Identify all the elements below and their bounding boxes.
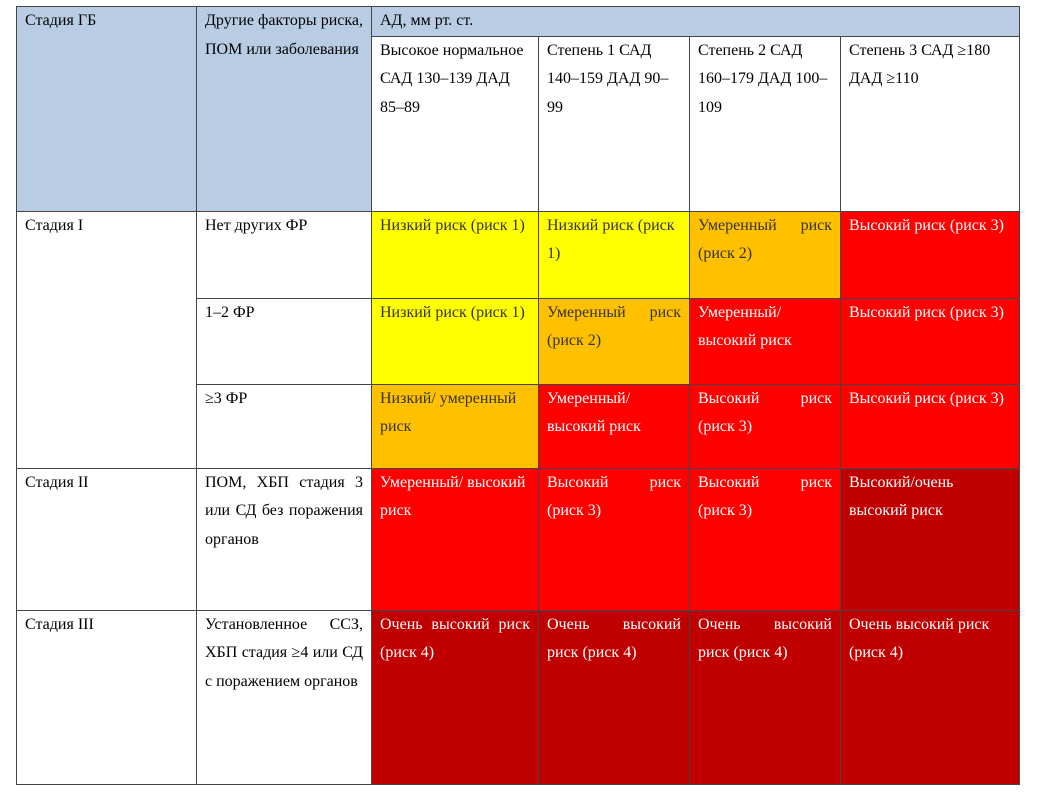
stage-3-label: Стадия III: [16, 609, 197, 785]
risk-cell: Высокий/очень высокий риск: [840, 467, 1020, 611]
risk-cell: Высокий риск (риск 3): [689, 467, 841, 611]
header-bp-grade-3: Степень 3 САД ≥180 ДАД ≥110: [840, 35, 1020, 212]
risk-cell: Высокий риск (риск 3): [840, 383, 1020, 469]
risk-cell: Высокий риск (риск 3): [840, 297, 1020, 385]
risk-cell: Очень высокий риск (риск 4): [538, 609, 690, 785]
risk-cell: Высокий риск (риск 3): [689, 383, 841, 469]
risk-stratification-table: Стадия ГБ Другие факторы риска, ПОМ или …: [16, 6, 1020, 785]
row-stage-2: Стадия II ПОМ, ХБП стадия 3 или СД без п…: [16, 467, 1020, 611]
stage-1-label: Стадия I: [16, 210, 197, 469]
risk-cell: Высокий риск (риск 3): [840, 210, 1020, 299]
risk-table-container: Стадия ГБ Другие факторы риска, ПОМ или …: [16, 6, 1020, 785]
risk-cell: Очень высокий риск (риск 4): [371, 609, 539, 785]
risk-cell: Очень высокий риск (риск 4): [840, 609, 1020, 785]
factor-label: Установленное ССЗ, ХБП стадия ≥4 или СД …: [196, 609, 372, 785]
header-stage: Стадия ГБ: [16, 6, 197, 212]
header-bp-grade-1: Степень 1 САД 140–159 ДАД 90–99: [538, 35, 690, 212]
factor-label: ≥3 ФР: [196, 383, 372, 469]
factor-label: 1–2 ФР: [196, 297, 372, 385]
row-stage-1-no-rf: Стадия I Нет других ФР Низкий риск (риск…: [16, 210, 1020, 469]
header-bp-grade-2: Степень 2 САД 160–179 ДАД 100–109: [689, 35, 841, 212]
factor-label: Нет других ФР: [196, 210, 372, 299]
factor-label: ПОМ, ХБП стадия 3 или СД без поражения о…: [196, 467, 372, 611]
risk-cell: Умеренный/ высокий риск: [538, 383, 690, 469]
risk-cell: Умеренный/ высокий риск: [371, 467, 539, 611]
risk-cell: Очень высокий риск (риск 4): [689, 609, 841, 785]
risk-cell: Низкий риск (риск 1): [538, 210, 690, 299]
risk-cell: Низкий/ умеренный риск: [371, 383, 539, 469]
header-row-1: Стадия ГБ Другие факторы риска, ПОМ или …: [16, 6, 1020, 212]
header-factors: Другие факторы риска, ПОМ или заболевани…: [196, 6, 372, 212]
risk-cell: Высокий риск (риск 3): [538, 467, 690, 611]
risk-cell: Умеренный/ высокий риск: [689, 297, 841, 385]
header-row-2: Высокое нормальное САД 130–139 ДАД 85–89…: [17, 35, 1020, 212]
row-stage-1-1-2-rf: 1–2 ФР Низкий риск (риск 1) Умеренный ри…: [17, 297, 1020, 385]
row-stage-3: Стадия III Установленное ССЗ, ХБП стадия…: [16, 609, 1020, 785]
risk-cell: Умеренный риск (риск 2): [689, 210, 841, 299]
header-bp-title: АД, мм рт. ст.: [371, 6, 1020, 37]
risk-cell: Низкий риск (риск 1): [371, 210, 539, 299]
risk-cell: Умеренный риск (риск 2): [538, 297, 690, 385]
stage-2-label: Стадия II: [16, 467, 197, 611]
header-bp-high-normal: Высокое нормальное САД 130–139 ДАД 85–89: [371, 35, 539, 212]
risk-cell: Низкий риск (риск 1): [371, 297, 539, 385]
row-stage-1-3plus-rf: ≥3 ФР Низкий/ умеренный риск Умеренный/ …: [17, 383, 1020, 469]
